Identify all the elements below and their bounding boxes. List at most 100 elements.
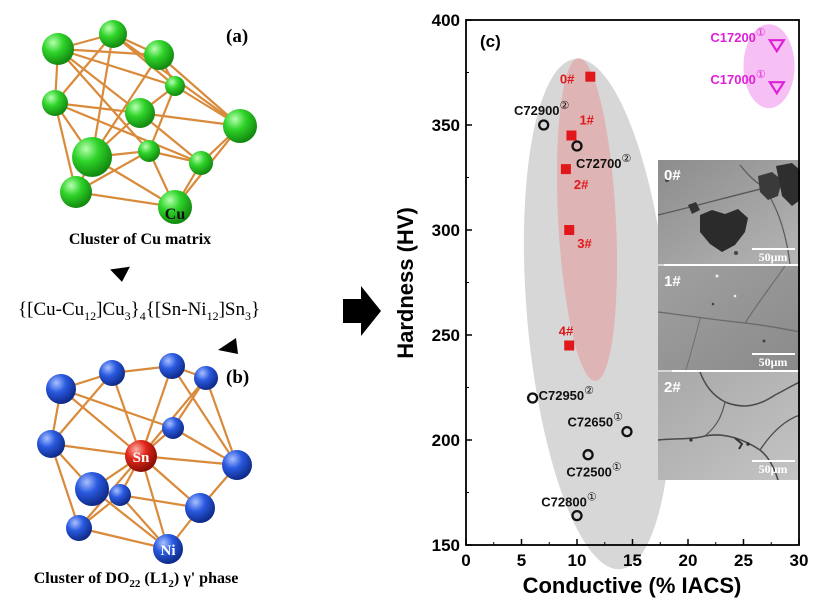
micrograph-scale: 50μm (759, 250, 788, 264)
formula-text: } (131, 299, 140, 320)
y-axis-label: Hardness (HV) (393, 207, 418, 359)
cu-atom (72, 137, 112, 177)
data-point-label: C17200① (710, 27, 766, 45)
ni-atom (194, 366, 218, 390)
micrograph-2: 2# 50μm (658, 372, 800, 480)
x-tick-label: 25 (734, 551, 753, 570)
hardness-vs-conductivity-chart: 0 5 10 15 20 25 30 150 200 250 300 350 400 0# 50μm (393, 11, 808, 598)
ni-atom (159, 353, 185, 379)
point-name: C72900 (514, 103, 560, 118)
ni-atom (46, 374, 76, 404)
ni-atom-label: Ni (161, 543, 176, 559)
data-point-label: 2# (574, 177, 589, 192)
micrograph-0: 0# 50μm (658, 160, 800, 264)
point-name: C17000 (710, 72, 756, 87)
caption-subscript: 22 (129, 578, 141, 590)
cu-matrix-cluster: Cu (42, 20, 257, 224)
data-point-label: C72500① (566, 462, 622, 480)
axes-ticks: 0 5 10 15 20 25 30 150 200 250 300 350 400 (432, 11, 809, 570)
cu-atom (60, 176, 92, 208)
x-axis-label: Conductive (% IACS) (523, 573, 742, 598)
data-point-label: C72950② (539, 385, 595, 403)
data-point-triangle (767, 81, 786, 96)
arrow-up-icon (218, 338, 238, 354)
ni-atom (37, 430, 65, 458)
point-name: 4# (559, 324, 574, 339)
data-point-label: 0# (560, 72, 575, 87)
micrograph-scale: 50μm (759, 462, 788, 476)
micrograph-label: 2# (664, 379, 681, 396)
formula-subscript: 4 (140, 309, 146, 323)
formula-subscript: 12 (84, 309, 96, 323)
micrograph-label: 1# (664, 273, 681, 290)
caption-subscript: 2 (168, 578, 174, 590)
ni-atom (185, 493, 215, 523)
sn-atom (125, 440, 157, 472)
cu-atom (189, 151, 213, 175)
point-name: 2# (574, 177, 589, 192)
data-point-label: C72700② (576, 153, 632, 171)
point-reference-mark: ② (622, 153, 632, 165)
cu-atom (223, 109, 257, 143)
formula-text: ]Sn (219, 299, 246, 320)
point-reference-mark: ① (613, 412, 623, 424)
data-point-label: 4# (559, 324, 574, 339)
data-point-circle (582, 449, 594, 461)
gray-ellipse-region (523, 58, 673, 570)
formula-text: ]Cu (96, 299, 125, 320)
micrograph-1: 1# 50μm (658, 266, 800, 370)
data-point-label: C17000① (710, 69, 766, 87)
caption-text: Cluster of DO (34, 570, 130, 587)
y-tick-label: 300 (432, 221, 460, 240)
do22-phase-cluster: Sn Ni (37, 353, 252, 564)
ni-atom (99, 360, 125, 386)
ni-atom (75, 472, 109, 506)
caption-text: (L1 (140, 570, 168, 587)
x-tick-label: 20 (679, 551, 698, 570)
data-point-square (560, 164, 571, 175)
ni-atom (66, 515, 92, 541)
point-name: C17200 (710, 30, 756, 45)
data-points: 0#1#2#3#4#C72900②C72700②C72950②C72650①C7… (514, 27, 786, 522)
point-name: C72700 (576, 156, 622, 171)
data-point-circle (526, 392, 539, 404)
formula-text: {[Cu-Cu (18, 299, 85, 320)
point-reference-mark: ② (584, 385, 594, 397)
data-point-circle (571, 140, 583, 152)
point-name: C72800 (541, 495, 587, 510)
point-name: 1# (579, 113, 594, 128)
cu-atom (125, 98, 155, 128)
x-tick-label: 0 (461, 551, 470, 570)
data-point-label: 3# (577, 236, 592, 251)
data-point-label: C72900② (514, 100, 570, 118)
formula-subscript: 3 (245, 309, 251, 323)
cu-atom (42, 33, 74, 65)
panel-label-b: (b) (226, 367, 249, 388)
formula-subscript: 12 (207, 309, 219, 323)
y-tick-label: 150 (432, 536, 460, 555)
ni-atom (109, 484, 131, 506)
big-arrow-right-icon (343, 286, 381, 336)
data-point-square (585, 71, 596, 82)
cu-atom (144, 40, 174, 70)
cu-atom (99, 20, 127, 48)
data-point-label: 1# (579, 113, 594, 128)
data-point-triangle (767, 39, 786, 54)
point-name: C72950 (539, 388, 585, 403)
ni-atom (222, 450, 252, 480)
formula-text: {[Sn-Ni (146, 299, 207, 320)
y-tick-label: 400 (432, 11, 460, 30)
formula-subscript: 3 (125, 309, 131, 323)
x-tick-label: 30 (790, 551, 809, 570)
point-reference-mark: ① (587, 492, 597, 504)
data-point-square (564, 340, 575, 351)
data-point-circle (621, 425, 633, 438)
sn-atom-label: Sn (133, 450, 150, 466)
point-name: C72650 (568, 415, 614, 430)
point-reference-mark: ① (756, 69, 766, 81)
data-point-circle (571, 509, 583, 522)
y-tick-label: 250 (432, 326, 460, 345)
data-point-square (566, 130, 577, 141)
arrow-down-icon (110, 266, 130, 282)
